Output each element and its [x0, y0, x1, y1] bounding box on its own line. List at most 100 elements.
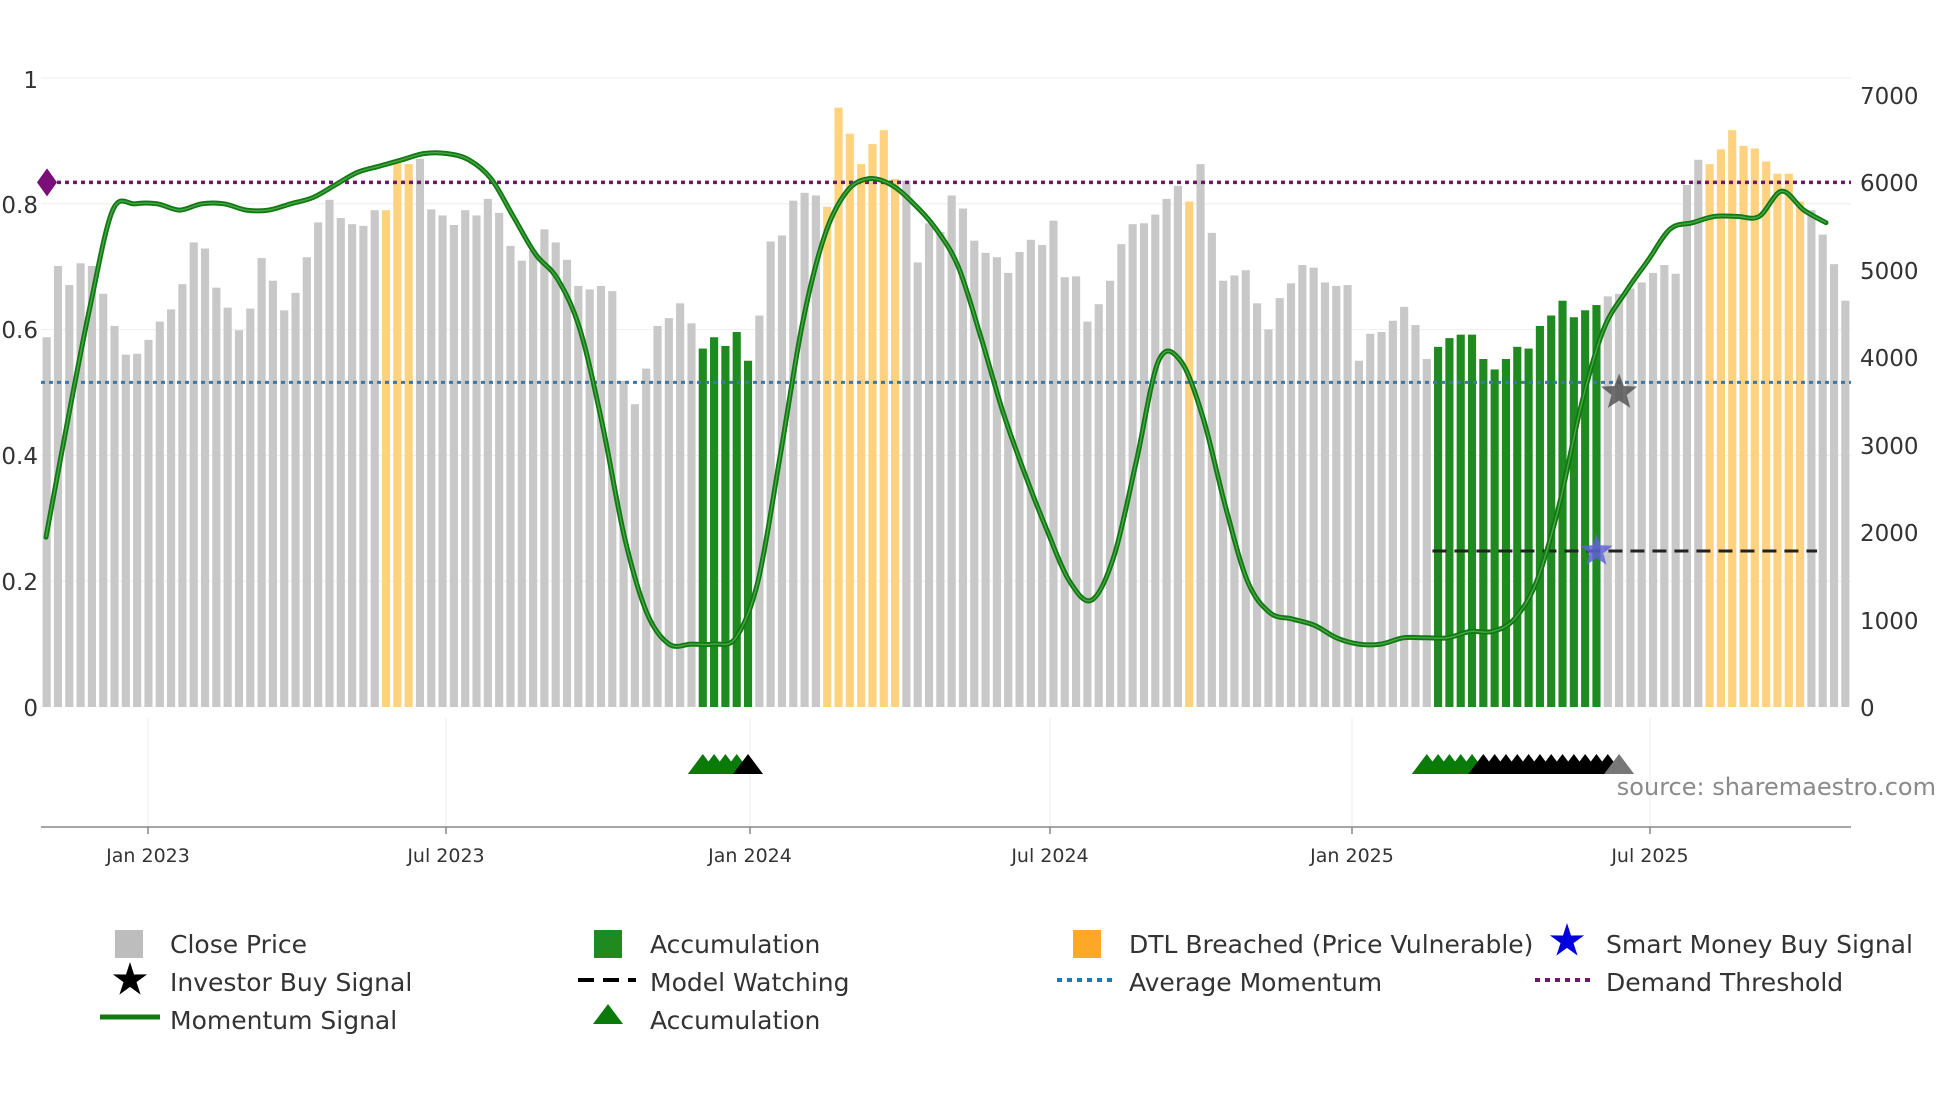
price-bar: [630, 404, 639, 707]
dtl-breached-bar: [1739, 145, 1748, 708]
price-bar: [924, 223, 934, 707]
price-bar: [53, 265, 63, 707]
right-y-tick: 5000: [1860, 259, 1919, 285]
price-bar: [1818, 234, 1827, 707]
right-y-tick: 0: [1860, 696, 1875, 722]
price-bar: [1275, 298, 1284, 707]
price-bar: [676, 303, 685, 707]
legend-label-demand-threshold: Demand Threshold: [1606, 968, 1843, 997]
price-bar: [438, 215, 447, 707]
price-bar: [517, 260, 526, 707]
accumulation-bar: [1513, 346, 1522, 707]
price-bar: [1626, 288, 1635, 707]
star-icon: [112, 962, 148, 995]
price-bar: [359, 225, 368, 707]
price-bar: [1264, 329, 1273, 707]
price-bar: [574, 285, 583, 707]
accumulation-bar: [1434, 346, 1443, 707]
price-bar: [370, 210, 379, 708]
accumulation-bar: [698, 348, 707, 707]
accumulation-triangle-watch: [733, 754, 764, 774]
dtl-breached-bar: [1728, 130, 1737, 707]
price-bar: [1151, 214, 1160, 707]
price-bar: [223, 307, 232, 707]
momentum-layer: [43, 150, 1829, 649]
price-bar: [1615, 293, 1624, 707]
price-bar: [766, 241, 775, 708]
price-bar: [1377, 332, 1386, 707]
price-bar: [1671, 273, 1680, 707]
price-bar: [1253, 303, 1262, 707]
price-bar: [1038, 245, 1047, 707]
price-bar: [755, 315, 764, 707]
investor-buy-signal: [1601, 373, 1638, 408]
price-bar: [415, 158, 425, 707]
price-bar: [1207, 232, 1216, 707]
price-bar: [1230, 275, 1239, 707]
price-bar: [121, 354, 130, 707]
price-bar: [200, 248, 210, 707]
price-bar: [76, 263, 85, 707]
legend-label-model-watching: Model Watching: [650, 968, 850, 997]
gridlines: [41, 77, 1851, 827]
dtl-breached-bar: [857, 164, 866, 707]
price-bar: [529, 250, 538, 707]
accumulation-bar: [1467, 334, 1477, 707]
accumulation-bar: [732, 332, 741, 707]
dtl-breached-bar: [879, 130, 888, 707]
legend-label-dtl-breached: DTL Breached (Price Vulnerable): [1129, 930, 1533, 959]
price-bar: [1015, 251, 1024, 708]
price-bar: [65, 285, 74, 707]
accumulation-bar: [1547, 315, 1556, 707]
price-bar: [461, 210, 470, 708]
price-bar: [1343, 285, 1352, 707]
reference-lines: [37, 168, 1851, 553]
dtl-breached-bar: [1185, 201, 1194, 707]
price-bar: [1083, 321, 1092, 707]
right-y-tick: 2000: [1860, 521, 1919, 547]
price-bar: [336, 218, 345, 707]
dtl-breached-bar: [381, 210, 391, 708]
accumulation-bar: [1535, 325, 1544, 707]
price-bar: [449, 225, 458, 707]
price-bar: [1637, 282, 1646, 707]
price-bar: [1309, 267, 1318, 707]
accumulation-bar: [1524, 348, 1533, 707]
price-bar: [1094, 304, 1103, 707]
accumulation-bar: [1445, 338, 1454, 707]
price-bar: [495, 212, 504, 707]
price-bar: [483, 198, 492, 708]
dtl-breached-bar: [1784, 173, 1793, 707]
price-bar: [1241, 270, 1250, 707]
price-bar: [1196, 164, 1205, 707]
price-bar: [133, 353, 142, 707]
price-bar: [902, 180, 911, 707]
price-bar: [1139, 223, 1149, 707]
price-bar: [1286, 283, 1296, 707]
price-bar: [1411, 325, 1420, 707]
price-bar: [167, 309, 176, 707]
price-bar: [936, 231, 945, 708]
accumulation-bar: [1581, 310, 1590, 707]
x-tick-label: Jul 2023: [406, 845, 484, 867]
signal-markers: [687, 373, 1638, 774]
price-bar: [1049, 220, 1058, 708]
right-y-tick: 6000: [1860, 171, 1919, 197]
price-bar: [178, 284, 187, 707]
price-bar: [348, 224, 357, 707]
price-bar: [257, 258, 266, 707]
price-bar: [280, 310, 289, 707]
price-bar: [800, 192, 809, 707]
price-bar: [212, 287, 221, 707]
x-tick-label: Jan 2025: [1309, 845, 1394, 867]
right-y-tick: 1000: [1860, 609, 1919, 635]
triangle-icon: [593, 1004, 623, 1024]
price-bar: [540, 229, 549, 707]
dtl-breached-bar: [404, 164, 413, 707]
left-y-tick: 0.8: [1, 193, 38, 219]
price-bar: [1603, 296, 1612, 707]
accumulation-bar: [1558, 300, 1567, 707]
legend: Close Price Accumulation DTL Breached (P…: [100, 923, 1913, 1035]
dtl-breached-bar: [891, 178, 900, 707]
price-bar: [246, 308, 255, 707]
